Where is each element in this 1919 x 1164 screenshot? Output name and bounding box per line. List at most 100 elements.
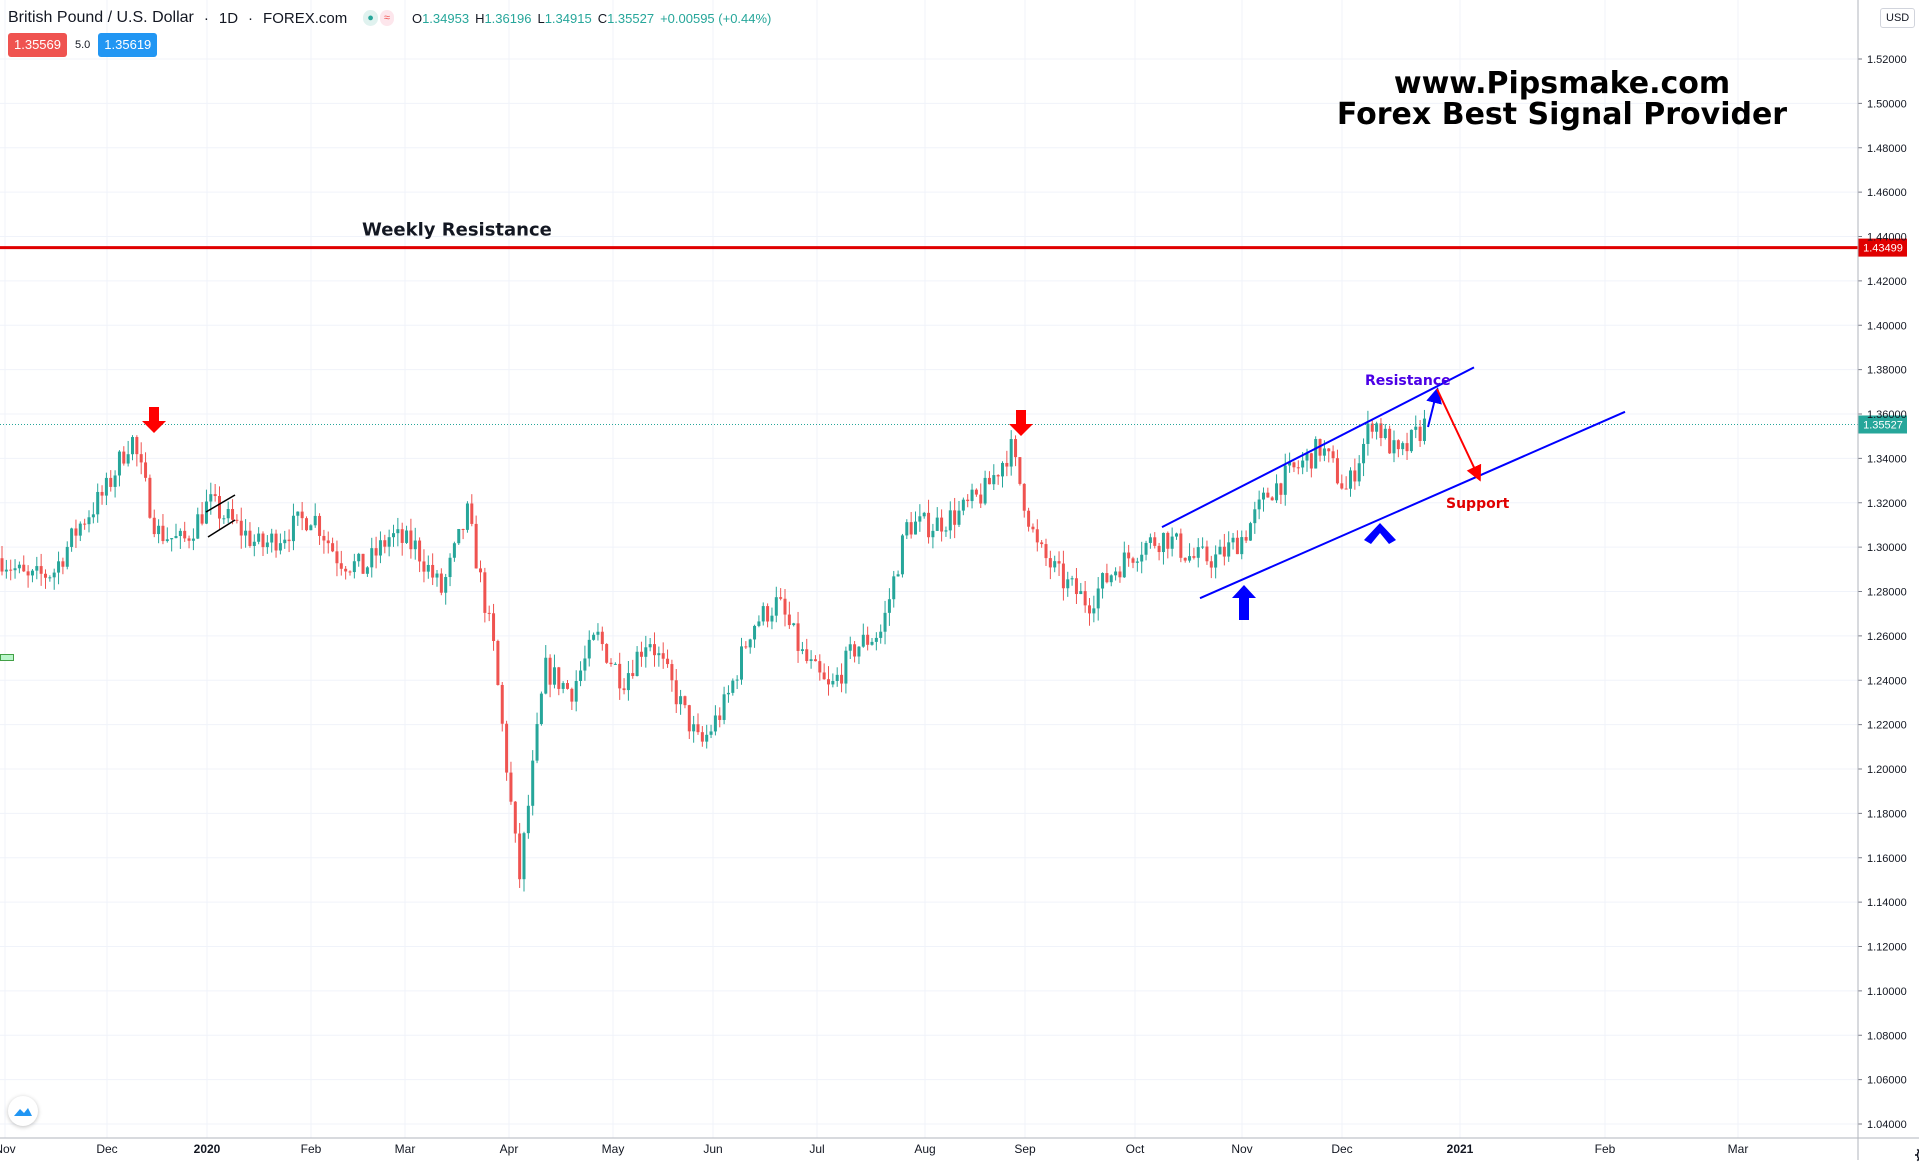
candle-body xyxy=(101,492,104,496)
candle-body xyxy=(1010,439,1013,467)
candle-body xyxy=(1414,427,1417,430)
candle-body xyxy=(431,565,434,578)
candle-body xyxy=(566,683,569,689)
candle-body xyxy=(1149,537,1152,543)
symbol-header: British Pound / U.S. Dollar · 1D · FOREX… xyxy=(8,8,771,28)
high-value: 1.36196 xyxy=(484,11,531,26)
y-axis-tick-label: 1.28000 xyxy=(1867,587,1907,599)
y-axis-tick-label: 1.40000 xyxy=(1867,320,1907,332)
candle-body xyxy=(235,520,238,521)
candle-body xyxy=(1140,555,1143,562)
candle-body xyxy=(418,541,421,562)
candle-body xyxy=(453,543,456,558)
resistance-label: Resistance xyxy=(1365,373,1451,389)
candle-body xyxy=(1423,419,1426,441)
market-open-dot-icon[interactable]: ● xyxy=(363,10,378,26)
candle-body xyxy=(962,500,965,511)
candle-body xyxy=(1253,509,1256,523)
candle-body xyxy=(527,806,530,833)
candle-body xyxy=(1071,578,1074,579)
candle-body xyxy=(875,638,878,642)
x-axis-tick-label: Mar xyxy=(395,1142,416,1156)
candle-body xyxy=(309,525,312,530)
candle-body xyxy=(644,647,647,656)
approximately-icon[interactable]: ≈ xyxy=(380,10,394,26)
x-axis-tick-label: Nov xyxy=(0,1142,16,1156)
candle-body xyxy=(240,521,243,536)
tradingview-logo-icon[interactable] xyxy=(8,1096,38,1126)
candle-body xyxy=(340,563,343,569)
candle-body xyxy=(675,680,678,704)
candle-body xyxy=(66,547,69,567)
candle-body xyxy=(188,538,191,540)
candle-body xyxy=(1014,439,1017,457)
candle-body xyxy=(292,516,295,541)
candle-body xyxy=(92,514,95,517)
candle-body xyxy=(1340,483,1343,488)
candle-body xyxy=(757,621,760,625)
candle-body xyxy=(196,514,199,538)
weekly-resistance-label: Weekly Resistance xyxy=(362,220,552,241)
symbol-name[interactable]: British Pound / U.S. Dollar xyxy=(8,9,194,27)
candle-body xyxy=(692,724,695,731)
candle-body xyxy=(623,688,626,690)
candle-body xyxy=(1158,546,1161,552)
candle-body xyxy=(1310,453,1313,468)
candle-body xyxy=(979,495,982,504)
candle-body xyxy=(209,494,212,501)
y-axis-tick-label: 1.04000 xyxy=(1867,1119,1907,1131)
y-axis-tick-label: 1.16000 xyxy=(1867,853,1907,865)
candle-body xyxy=(1101,573,1104,588)
candle-body xyxy=(1088,605,1091,613)
candle-body xyxy=(262,534,265,548)
candle-body xyxy=(270,534,273,543)
candle-body xyxy=(736,680,739,681)
buy-button[interactable]: 1.35619 xyxy=(98,33,157,57)
candle-body xyxy=(140,454,143,462)
candle-body xyxy=(218,496,221,519)
change-value: +0.00595 (+0.44%) xyxy=(660,11,771,26)
exchange-label: FOREX.com xyxy=(263,10,347,27)
candle-body xyxy=(840,675,843,684)
gear-icon[interactable] xyxy=(1914,1146,1919,1164)
candle-body xyxy=(640,652,643,657)
candle-body xyxy=(544,658,547,694)
candle-body xyxy=(1036,529,1039,542)
candle-body xyxy=(192,539,195,541)
candle-body xyxy=(27,571,30,575)
candle-body xyxy=(971,490,974,501)
candle-body xyxy=(1179,533,1182,557)
candle-body xyxy=(579,671,582,681)
candle-body xyxy=(596,632,599,635)
interval-label[interactable]: 1D xyxy=(219,10,238,27)
candle-body xyxy=(1123,553,1126,578)
candle-body xyxy=(1084,591,1087,605)
candle-body xyxy=(770,616,773,622)
candle-body xyxy=(161,526,164,541)
candle-body xyxy=(975,490,978,495)
candle-body xyxy=(279,543,282,550)
candle-body xyxy=(1388,429,1391,454)
candle-body xyxy=(18,565,21,569)
candle-body xyxy=(409,531,412,550)
candle-body xyxy=(1118,571,1121,577)
y-axis-tick-label: 1.32000 xyxy=(1867,498,1907,510)
candle-body xyxy=(818,661,821,672)
candle-body xyxy=(862,635,865,647)
candle-body xyxy=(118,452,121,476)
candle-body xyxy=(1419,427,1422,441)
candle-body xyxy=(1075,578,1078,594)
candle-body xyxy=(918,516,921,521)
candle-body xyxy=(1301,461,1304,468)
candle-body xyxy=(357,554,360,561)
sell-button[interactable]: 1.35569 xyxy=(8,33,67,57)
currency-badge[interactable]: USD xyxy=(1880,8,1915,28)
candle-body xyxy=(414,541,417,550)
candle-body xyxy=(744,646,747,647)
candle-body xyxy=(531,761,534,806)
left-edge-marker xyxy=(0,654,14,661)
y-axis-tick-label: 1.22000 xyxy=(1867,720,1907,732)
candle-body xyxy=(109,478,112,487)
candle-body xyxy=(1245,537,1248,541)
